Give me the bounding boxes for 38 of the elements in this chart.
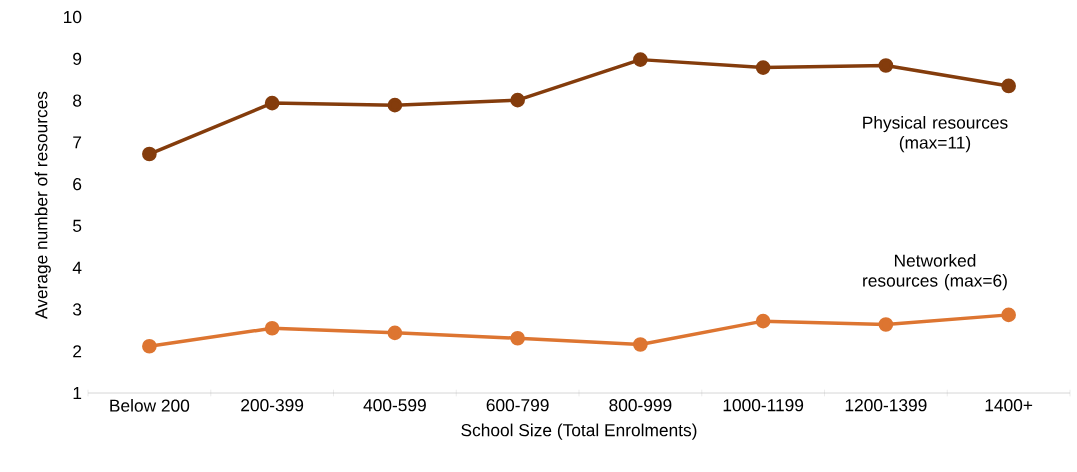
series-label: Physical resources (max=11) [863, 115, 1008, 153]
point [510, 330, 525, 346]
x-tick-label: 200-399 [241, 399, 304, 412]
point [142, 146, 157, 162]
y-tick-label: 10 [64, 10, 82, 24]
point [264, 320, 280, 336]
point [755, 60, 771, 75]
point [264, 95, 280, 111]
y-tick-label: 4 [72, 261, 82, 274]
y-tick-label: 2 [73, 345, 82, 358]
x-tick-label: Below 200 [110, 399, 190, 412]
y-tick-label: 8 [73, 94, 82, 107]
point [387, 97, 403, 113]
y-tick-label: 5 [73, 219, 82, 232]
y-axis-title: Average number of resources [34, 91, 51, 319]
x-tick-label: 800-999 [609, 399, 672, 412]
x-tick-label: 400-599 [363, 399, 426, 412]
x-axis-title: School Size (Total Enrolments) [461, 423, 697, 440]
x-tick-label: 600-799 [486, 399, 549, 412]
point [878, 58, 894, 73]
point [1001, 78, 1016, 94]
series-label: Networked resources (max=6) [863, 254, 1007, 291]
point [633, 337, 648, 352]
x-tick-label: 1200-1399 [845, 399, 927, 412]
point [387, 325, 403, 341]
y-tick-label: 7 [73, 136, 82, 149]
point [878, 317, 894, 332]
point [755, 313, 771, 329]
y-tick-label: 1 [73, 387, 82, 399]
y-tick-label: 6 [73, 177, 82, 191]
point [510, 92, 525, 108]
y-tick-label: 9 [73, 52, 82, 65]
y-tick-label: 3 [72, 303, 82, 316]
x-tick-label: 1000-1199 [723, 399, 804, 412]
point [633, 52, 648, 67]
point [1001, 307, 1016, 323]
point [142, 338, 157, 354]
x-tick-label: 1400+ [985, 399, 1033, 412]
